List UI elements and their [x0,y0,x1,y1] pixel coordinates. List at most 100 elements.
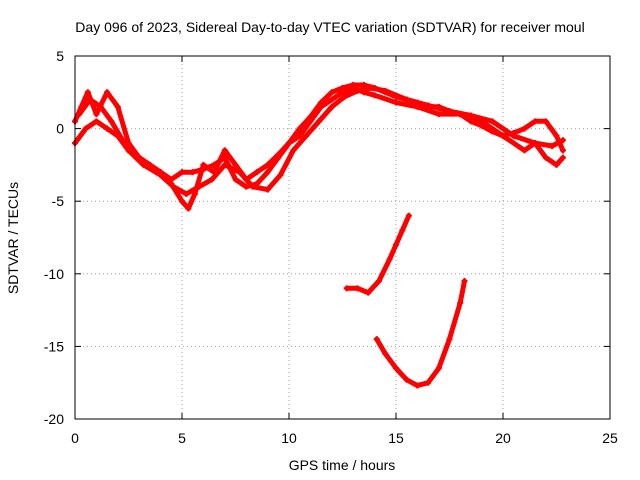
series-segment-2 [373,278,468,389]
x-axis-label: GPS time / hours [289,457,396,473]
data-point [549,143,556,150]
data-point [76,111,83,118]
data-point [82,125,89,132]
data-point [168,176,175,183]
chart-title: Day 096 of 2023, Sidereal Day-to-day VTE… [75,19,584,35]
data-point [108,118,115,125]
data-point [211,161,218,168]
data-point [189,169,196,176]
data-point [435,365,442,372]
data-point [521,125,528,132]
data-point [315,118,322,125]
data-point [559,137,566,144]
data-point [290,147,297,154]
x-tick-label: 20 [495,430,511,446]
data-point [264,161,271,168]
data-point [542,154,549,161]
data-point [446,336,453,343]
data-point [303,132,310,139]
y-tick-label: -15 [44,338,64,354]
data-point [86,96,93,103]
data-point [542,118,549,125]
axis-ticks: 0 5 10 15 20 25 -20 -15 -10 -5 0 5 [44,48,618,446]
data-point [93,118,100,125]
data-point [375,278,382,285]
data-point [275,154,282,161]
data-point [461,278,468,285]
data-point [221,154,228,161]
y-tick-label: -5 [52,193,65,209]
data-point [243,183,250,190]
data-point [510,132,517,139]
data-point [125,147,132,154]
data-point [367,84,374,91]
series-segment-1 [343,212,412,296]
series-group [72,82,566,389]
data-point [93,111,100,118]
data-point [386,256,393,263]
data-point [373,336,380,343]
x-tick-label: 5 [178,430,186,446]
data-point [277,172,284,179]
data-point [371,92,378,99]
data-point [84,89,91,96]
data-point [553,161,560,168]
x-tick-label: 15 [388,430,404,446]
data-point [354,285,361,292]
data-point [318,103,325,110]
y-tick-label: 0 [56,121,64,137]
data-point [170,183,177,190]
data-point [457,299,464,306]
data-point [435,111,442,118]
x-tick-label: 0 [71,430,79,446]
data-point [405,212,412,219]
series-trace-c [76,84,566,197]
y-axis-label: SDTVAR / TECUs [5,182,21,294]
data-point [221,161,228,168]
data-point [403,376,410,383]
data-point [249,183,256,190]
data-point [328,96,335,103]
data-point [341,93,348,100]
data-point [221,147,228,154]
data-point [393,241,399,248]
data-point [232,161,239,168]
data-point [467,112,474,119]
data-point [286,140,292,147]
data-point [403,96,410,103]
data-point [179,198,185,205]
data-point [236,169,243,176]
y-tick-label: 5 [56,48,64,64]
data-point [179,169,185,176]
data-point [208,176,215,183]
x-tick-label: 25 [602,430,618,446]
data-point [296,125,303,132]
data-point [185,205,192,212]
data-point [425,379,432,386]
x-tick-label: 10 [281,430,297,446]
data-point [296,132,303,139]
data-point [196,183,203,190]
data-point [183,190,190,197]
data-point [114,103,121,110]
data-point [328,89,335,96]
data-point [104,89,111,96]
data-point [521,147,528,154]
data-point [382,87,389,94]
data-point [339,89,346,96]
data-point [532,118,539,125]
data-point [382,350,389,357]
data-point [393,99,399,106]
data-point [343,285,350,292]
series-trace-b [72,84,566,190]
data-point [399,227,406,234]
data-point [500,132,506,139]
data-point [354,87,361,94]
data-point [532,140,539,147]
data-point [104,125,111,132]
data-point [157,172,164,179]
data-point [393,365,399,372]
data-point [489,118,496,125]
data-point [350,84,357,91]
